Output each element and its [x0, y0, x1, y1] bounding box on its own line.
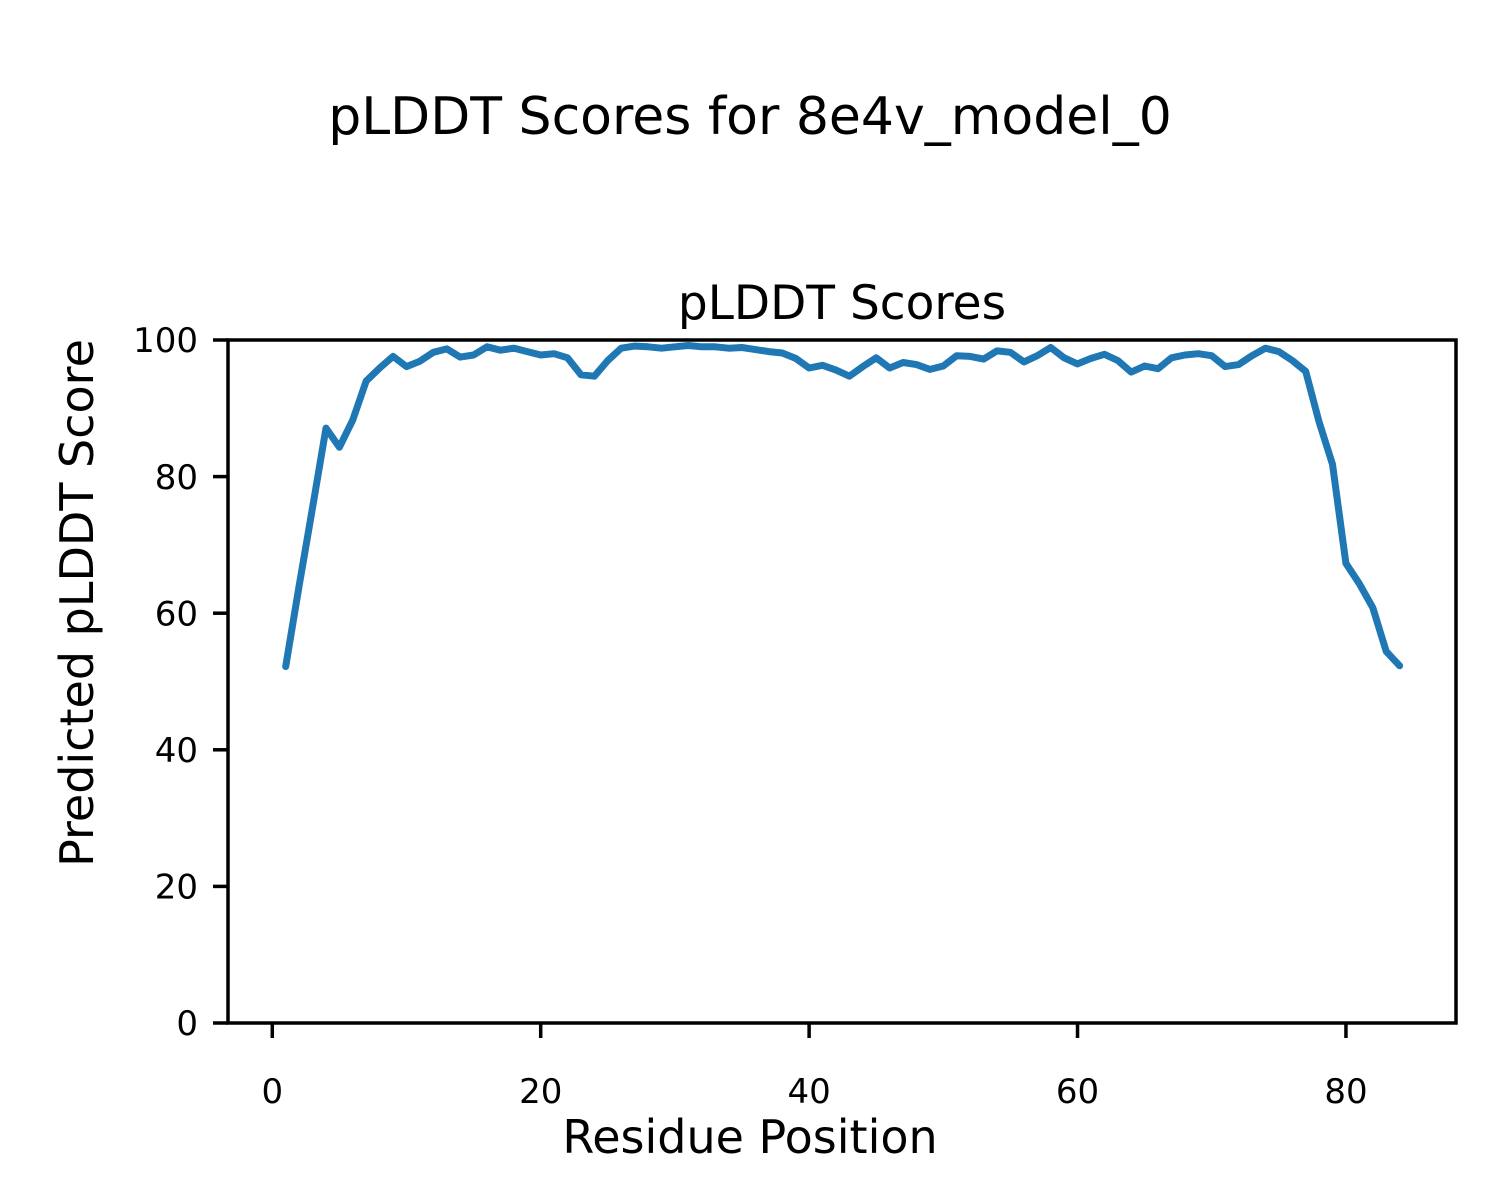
y-tick-label: 80	[155, 458, 198, 498]
x-tick-label: 40	[787, 1072, 830, 1112]
y-tick-label: 40	[155, 731, 198, 771]
plddt-line	[282, 342, 1404, 670]
y-tick-label: 100	[133, 321, 198, 361]
y-tick-label: 20	[155, 868, 198, 908]
x-tick-label: 60	[1056, 1072, 1099, 1112]
x-tick-label: 20	[519, 1072, 562, 1112]
y-axis-label: Predicted pLDDT Score	[50, 339, 104, 867]
x-tick-label: 80	[1324, 1072, 1367, 1112]
x-tick-label: 0	[261, 1072, 283, 1112]
axes-title: pLDDT Scores	[677, 276, 1007, 331]
x-axis-label: Residue Position	[562, 1110, 938, 1164]
y-tick-label: 60	[155, 594, 198, 634]
figure-title: pLDDT Scores for 8e4v_model_0	[328, 87, 1172, 147]
y-tick-label: 0	[176, 1004, 198, 1044]
plot-border	[226, 338, 1458, 1025]
